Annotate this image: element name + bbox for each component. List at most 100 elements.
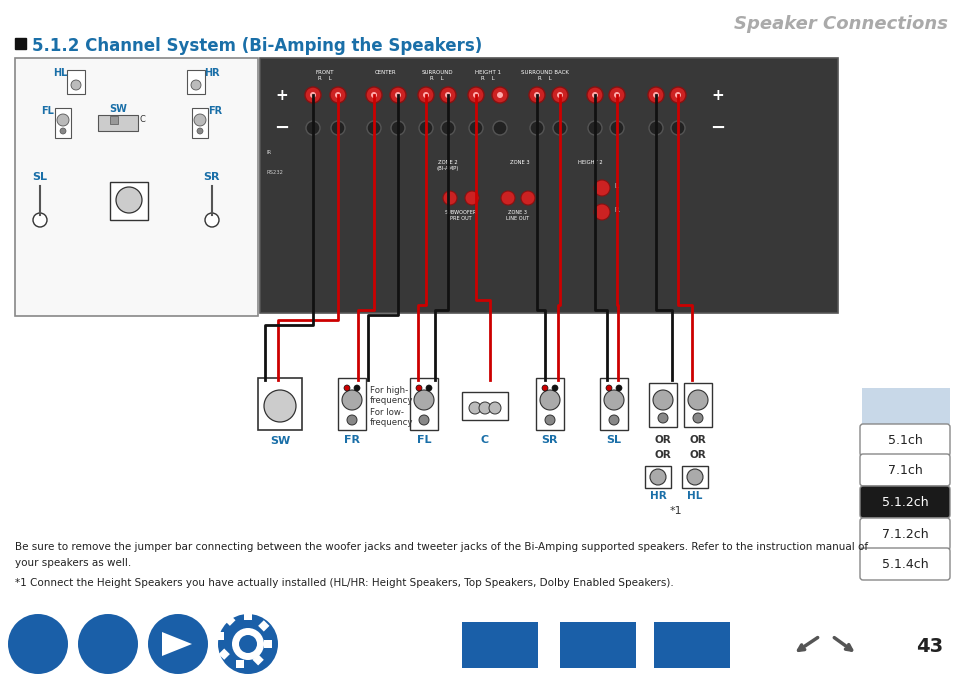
Circle shape (529, 87, 544, 103)
Circle shape (439, 87, 456, 103)
Circle shape (440, 121, 455, 135)
Circle shape (71, 80, 81, 90)
Text: Speaker Connections: Speaker Connections (733, 15, 947, 33)
Circle shape (500, 191, 515, 205)
Circle shape (331, 121, 345, 135)
Text: ZONE 2
(BI-AMP): ZONE 2 (BI-AMP) (436, 160, 458, 171)
Circle shape (417, 87, 434, 103)
Circle shape (426, 385, 432, 391)
Text: 5.1.2 Channel System (Bi-Amping the Speakers): 5.1.2 Channel System (Bi-Amping the Spea… (32, 37, 482, 55)
Circle shape (675, 92, 680, 98)
Text: C: C (480, 435, 489, 445)
Bar (235, 660, 244, 668)
FancyBboxPatch shape (859, 518, 949, 550)
Text: SW: SW (270, 436, 290, 446)
Text: SW: SW (109, 104, 127, 114)
Circle shape (478, 402, 491, 414)
Circle shape (344, 385, 350, 391)
Circle shape (608, 87, 624, 103)
Circle shape (552, 385, 558, 391)
Circle shape (541, 385, 547, 391)
Circle shape (416, 385, 421, 391)
Bar (224, 614, 235, 626)
Text: SL: SL (606, 435, 620, 445)
Bar (67, 70, 85, 94)
Text: 5.1.4ch: 5.1.4ch (881, 558, 927, 571)
Circle shape (330, 87, 346, 103)
Text: −: − (710, 119, 725, 137)
Text: HL: HL (53, 68, 68, 78)
FancyBboxPatch shape (859, 486, 949, 518)
Bar (461, 392, 507, 420)
Text: Be sure to remove the jumper bar connecting between the woofer jacks and tweeter: Be sure to remove the jumper bar connect… (15, 542, 867, 552)
Circle shape (692, 413, 702, 423)
Text: FL: FL (416, 435, 431, 445)
Text: ZONE 3: ZONE 3 (510, 160, 529, 165)
Circle shape (614, 92, 619, 98)
Circle shape (366, 87, 381, 103)
Text: L: L (614, 183, 618, 189)
Bar (257, 378, 302, 430)
Bar (110, 182, 148, 220)
Bar (536, 378, 563, 430)
Text: your speakers as well.: your speakers as well. (15, 558, 132, 568)
Circle shape (60, 128, 66, 134)
Circle shape (57, 114, 69, 126)
Bar (644, 466, 670, 488)
Bar (683, 383, 711, 427)
Circle shape (652, 390, 672, 410)
Text: HR: HR (204, 68, 220, 78)
Bar (98, 115, 138, 131)
Bar (654, 622, 729, 668)
Bar (215, 632, 224, 640)
Text: 5.1.2ch: 5.1.2ch (881, 496, 927, 508)
Text: *1 Connect the Height Speakers you have actually installed (HL/HR: Height Speake: *1 Connect the Height Speakers you have … (15, 578, 673, 588)
FancyBboxPatch shape (859, 548, 949, 580)
Circle shape (239, 635, 256, 653)
Text: R: R (614, 207, 618, 213)
Bar (337, 378, 366, 430)
Text: −: − (274, 119, 290, 137)
Circle shape (469, 402, 480, 414)
Bar (258, 620, 269, 631)
Bar (648, 383, 677, 427)
Text: RS232: RS232 (267, 170, 284, 176)
Circle shape (594, 204, 609, 220)
Circle shape (520, 191, 535, 205)
Circle shape (347, 415, 356, 425)
Text: ZONE 3
LINE OUT: ZONE 3 LINE OUT (506, 210, 529, 221)
Circle shape (444, 92, 451, 98)
Circle shape (371, 92, 376, 98)
Text: SL: SL (32, 172, 48, 182)
Bar (260, 58, 837, 313)
Bar (264, 640, 272, 648)
Text: HEIGHT 1
R    L: HEIGHT 1 R L (475, 70, 500, 81)
Circle shape (391, 121, 405, 135)
Circle shape (670, 121, 684, 135)
Bar (15, 38, 26, 49)
Text: +: + (275, 87, 288, 103)
Text: *1: *1 (669, 506, 681, 516)
Text: C: C (139, 114, 145, 124)
Circle shape (658, 413, 667, 423)
Circle shape (605, 385, 612, 391)
Circle shape (264, 390, 295, 422)
Bar (410, 378, 437, 430)
Text: HEIGHT 2: HEIGHT 2 (577, 160, 601, 165)
Circle shape (418, 415, 429, 425)
FancyBboxPatch shape (859, 454, 949, 486)
Circle shape (530, 121, 543, 135)
Text: OR: OR (654, 435, 671, 445)
Circle shape (354, 385, 359, 391)
Text: 7.1.2ch: 7.1.2ch (881, 527, 927, 541)
Circle shape (148, 614, 208, 674)
Bar (187, 70, 205, 94)
Bar (15, 58, 257, 316)
Circle shape (648, 121, 662, 135)
Circle shape (492, 87, 507, 103)
Text: FL: FL (41, 106, 54, 116)
Circle shape (652, 92, 659, 98)
Circle shape (497, 92, 502, 98)
Text: 7.1ch: 7.1ch (886, 464, 922, 477)
Circle shape (341, 390, 361, 410)
